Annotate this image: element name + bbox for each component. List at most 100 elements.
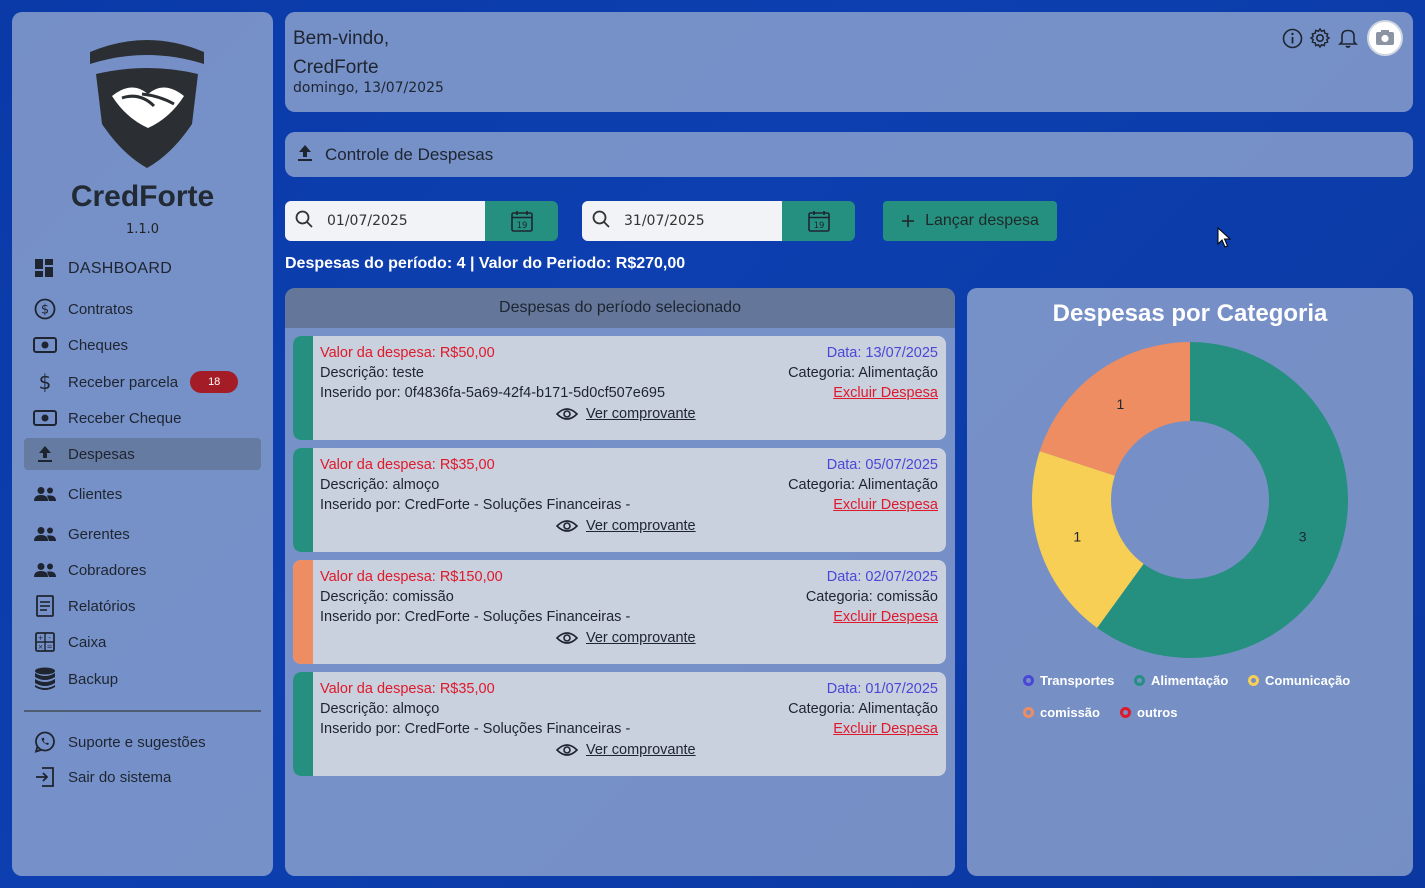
sidebar-item-caixa[interactable]: + - × = Caixa	[24, 626, 261, 658]
plus-icon	[902, 215, 915, 227]
delete-expense-link[interactable]: Excluir Despesa	[833, 385, 938, 401]
expense-date: Data: 13/07/2025	[826, 345, 938, 361]
legend-label: Transportes	[1040, 673, 1115, 688]
end-date-calendar-button[interactable]: 19	[782, 201, 855, 241]
sidebar-item-label: Gerentes	[68, 525, 130, 543]
legend-item-comissao[interactable]: comissão	[1023, 705, 1100, 720]
whatsapp-icon	[32, 731, 58, 753]
sidebar-item-receber-parcela[interactable]: $ Receber parcela 18	[24, 366, 261, 398]
sidebar-item-label: Despesas	[68, 445, 135, 463]
svg-text:×: ×	[38, 643, 44, 651]
eye-icon	[556, 632, 578, 644]
legend-item-comunicacao[interactable]: Comunicação	[1248, 673, 1350, 688]
view-receipt-link[interactable]: Ver comprovante	[556, 518, 696, 534]
info-icon[interactable]	[1281, 27, 1303, 49]
section-title-bar: Controle de Despesas	[285, 132, 1413, 177]
legend-swatch	[1023, 675, 1034, 686]
legend-item-transportes[interactable]: Transportes	[1023, 673, 1114, 688]
expense-description: Descrição: comissão	[320, 589, 454, 605]
sidebar: CredForte 1.1.0 DASHBOARD $ Contratos Ch…	[12, 12, 273, 876]
view-receipt-label: Ver comprovante	[586, 518, 696, 534]
view-receipt-label: Ver comprovante	[586, 406, 696, 422]
dollar-circle-icon: $	[32, 298, 58, 320]
view-receipt-label: Ver comprovante	[586, 742, 696, 758]
sidebar-item-contratos[interactable]: $ Contratos	[24, 293, 261, 325]
svg-text:$: $	[41, 303, 49, 318]
sidebar-item-gerentes[interactable]: Gerentes	[24, 518, 261, 550]
sidebar-item-clientes[interactable]: Clientes	[24, 478, 261, 510]
sidebar-item-label: Contratos	[68, 300, 134, 318]
expense-inserted-by: Inserido por: 0f4836fa-5a69-42f4-b171-5d…	[320, 385, 666, 401]
sidebar-item-despesas[interactable]: Despesas	[24, 438, 261, 470]
calendar-icon: 19	[510, 211, 533, 232]
pie-slice-alimentacao[interactable]	[1097, 342, 1348, 658]
legend-label: Comunicação	[1265, 673, 1351, 688]
avatar[interactable]	[1367, 20, 1403, 56]
eye-icon	[556, 520, 578, 532]
sidebar-item-label: Clientes	[68, 485, 123, 503]
sidebar-item-receber-cheque[interactable]: Receber Cheque	[24, 402, 261, 434]
add-expense-button[interactable]: Lançar despesa	[883, 201, 1057, 241]
expense-list-panel: Despesas do período selecionado Valor da…	[285, 288, 955, 876]
expense-card: Valor da despesa: R$35,00 Descrição: alm…	[293, 448, 946, 552]
section-title: Controle de Despesas	[325, 144, 494, 164]
people-icon	[32, 523, 58, 545]
start-date-calendar-button[interactable]: 19	[485, 201, 558, 241]
expense-category: Categoria: Alimentação	[788, 701, 938, 717]
legend-label: outros	[1137, 705, 1178, 720]
expense-description: Descrição: almoço	[320, 701, 440, 717]
sidebar-item-suporte[interactable]: Suporte e sugestões	[24, 726, 261, 758]
sidebar-item-relatorios[interactable]: Relatórios	[24, 590, 261, 622]
sidebar-item-backup[interactable]: Backup	[24, 663, 261, 695]
end-date-filter: 31/07/2025 19	[582, 201, 855, 241]
sidebar-item-label: Receber Cheque	[68, 409, 182, 427]
start-date-input[interactable]: 01/07/2025	[285, 201, 485, 241]
app-name: CredForte	[70, 180, 215, 213]
dashboard-icon	[32, 258, 58, 280]
app-version: 1.1.0	[125, 222, 160, 237]
legend-item-alimentacao[interactable]: Alimentação	[1134, 673, 1228, 688]
sidebar-item-sair[interactable]: Sair do sistema	[24, 761, 261, 793]
expense-inserted-by: Inserido por: CredForte - Soluções Finan…	[320, 721, 631, 737]
upload-icon	[297, 144, 313, 166]
view-receipt-link[interactable]: Ver comprovante	[556, 406, 696, 422]
gear-icon[interactable]	[1309, 27, 1331, 49]
expense-value: Valor da despesa: R$35,00	[320, 681, 495, 697]
donut-chart: 0311	[1032, 342, 1348, 658]
pie-slice-comissao[interactable]	[1039, 342, 1190, 476]
bell-icon[interactable]	[1337, 27, 1359, 49]
banknote-icon	[32, 334, 58, 356]
delete-expense-link[interactable]: Excluir Despesa	[833, 497, 938, 513]
sidebar-item-label: Sair do sistema	[68, 768, 172, 786]
view-receipt-link[interactable]: Ver comprovante	[556, 630, 696, 646]
expense-category: Categoria: comissão	[805, 589, 938, 605]
end-date-value: 31/07/2025	[624, 213, 705, 229]
expense-date: Data: 01/07/2025	[826, 681, 938, 697]
expense-card: Valor da despesa: R$35,00 Descrição: alm…	[293, 672, 946, 776]
view-receipt-link[interactable]: Ver comprovante	[556, 742, 696, 758]
pie-slice-comunicacao[interactable]	[1032, 451, 1144, 628]
expense-value: Valor da despesa: R$35,00	[320, 457, 495, 473]
calendar-icon: 19	[807, 211, 830, 232]
svg-text:19: 19	[813, 221, 824, 231]
svg-text:19: 19	[516, 221, 527, 231]
delete-expense-link[interactable]: Excluir Despesa	[833, 721, 938, 737]
header-actions	[1281, 20, 1403, 56]
handshake-shield-logo	[90, 40, 204, 168]
user-name: CredForte	[293, 57, 379, 78]
expense-value: Valor da despesa: R$150,00	[320, 569, 503, 585]
legend-swatch	[1248, 675, 1259, 686]
legend-item-outros[interactable]: outros	[1120, 705, 1177, 720]
expense-description: Descrição: almoço	[320, 477, 440, 493]
category-strip	[293, 336, 313, 440]
people-icon	[32, 559, 58, 581]
database-icon	[32, 667, 58, 690]
sidebar-item-dashboard[interactable]: DASHBOARD	[24, 253, 261, 285]
delete-expense-link[interactable]: Excluir Despesa	[833, 609, 938, 625]
sidebar-item-cheques[interactable]: Cheques	[24, 329, 261, 361]
category-strip	[293, 560, 313, 664]
search-icon	[295, 210, 313, 232]
eye-icon	[556, 408, 578, 420]
end-date-input[interactable]: 31/07/2025	[582, 201, 782, 241]
sidebar-item-cobradores[interactable]: Cobradores	[24, 554, 261, 586]
